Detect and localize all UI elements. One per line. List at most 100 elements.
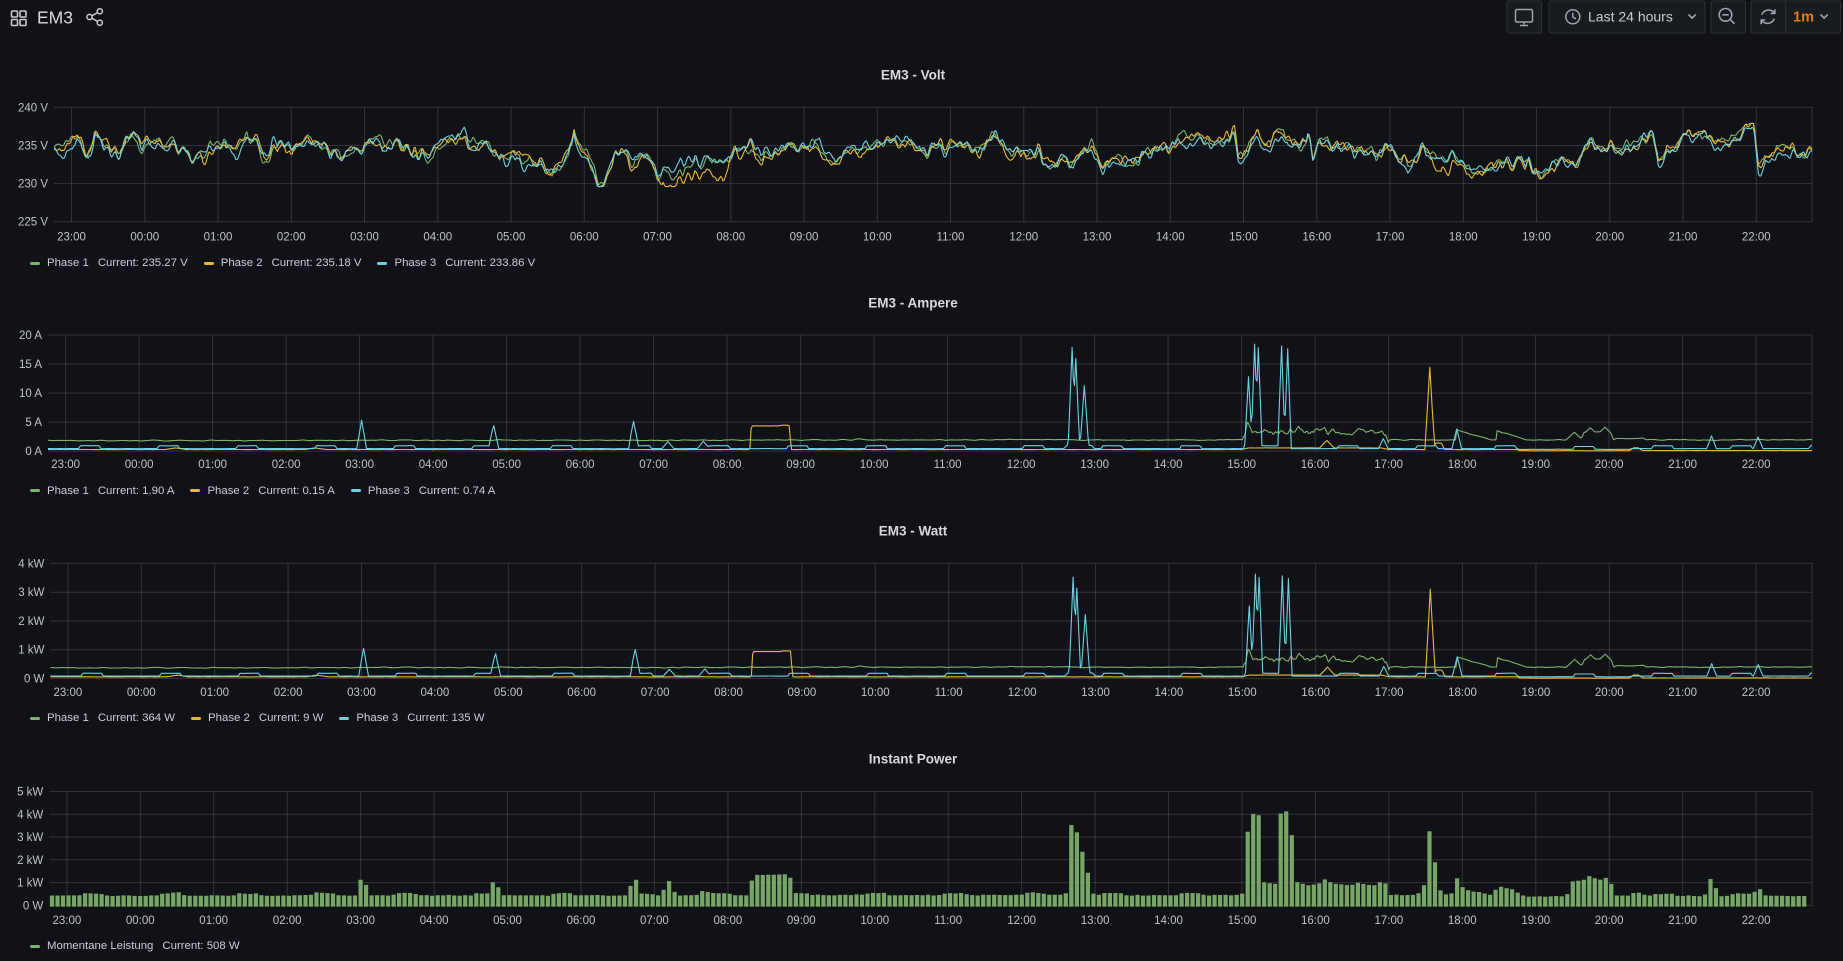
svg-text:22:00: 22:00 (1742, 687, 1771, 699)
svg-text:06:00: 06:00 (567, 687, 596, 699)
svg-text:3 kW: 3 kW (18, 587, 44, 599)
svg-text:21:00: 21:00 (1668, 915, 1697, 927)
svg-text:13:00: 13:00 (1081, 915, 1110, 927)
svg-text:06:00: 06:00 (570, 231, 599, 243)
svg-text:15:00: 15:00 (1228, 915, 1257, 927)
svg-text:21:00: 21:00 (1668, 687, 1697, 699)
svg-text:23:00: 23:00 (57, 231, 86, 243)
svg-text:1m: 1m (1793, 10, 1814, 26)
svg-text:04:00: 04:00 (419, 459, 448, 471)
svg-text:20:00: 20:00 (1595, 687, 1624, 699)
svg-text:16:00: 16:00 (1301, 915, 1330, 927)
svg-text:14:00: 14:00 (1154, 459, 1183, 471)
svg-text:21:00: 21:00 (1669, 231, 1698, 243)
svg-text:07:00: 07:00 (639, 459, 668, 471)
svg-text:11:00: 11:00 (937, 231, 965, 243)
svg-text:06:00: 06:00 (566, 459, 595, 471)
svg-text:02:00: 02:00 (274, 687, 303, 699)
svg-text:2 kW: 2 kW (17, 855, 43, 867)
svg-text:20:00: 20:00 (1595, 915, 1624, 927)
svg-text:07:00: 07:00 (641, 687, 670, 699)
svg-text:15:00: 15:00 (1228, 687, 1257, 699)
svg-text:16:00: 16:00 (1301, 459, 1330, 471)
svg-text:02:00: 02:00 (277, 231, 306, 243)
svg-text:240 V: 240 V (18, 102, 48, 114)
svg-text:19:00: 19:00 (1521, 915, 1550, 927)
svg-text:13:00: 13:00 (1083, 231, 1112, 243)
svg-text:3 kW: 3 kW (17, 832, 43, 844)
svg-text:Instant Power: Instant Power (869, 752, 958, 767)
svg-text:18:00: 18:00 (1448, 687, 1477, 699)
svg-text:11:00: 11:00 (934, 459, 962, 471)
svg-text:00:00: 00:00 (125, 459, 154, 471)
svg-text:07:00: 07:00 (640, 915, 669, 927)
svg-text:5 kW: 5 kW (17, 787, 43, 799)
svg-text:10 A: 10 A (19, 388, 42, 400)
svg-text:21:00: 21:00 (1668, 459, 1697, 471)
svg-text:12:00: 12:00 (1007, 915, 1036, 927)
svg-text:15:00: 15:00 (1229, 231, 1258, 243)
svg-text:20:00: 20:00 (1595, 231, 1624, 243)
svg-text:EM3 - Watt: EM3 - Watt (879, 524, 948, 539)
svg-text:08:00: 08:00 (713, 459, 742, 471)
svg-text:22:00: 22:00 (1742, 915, 1771, 927)
svg-text:19:00: 19:00 (1521, 459, 1550, 471)
svg-text:05:00: 05:00 (497, 231, 526, 243)
svg-text:23:00: 23:00 (54, 687, 83, 699)
svg-text:17:00: 17:00 (1375, 915, 1404, 927)
svg-text:09:00: 09:00 (786, 459, 815, 471)
svg-text:07:00: 07:00 (643, 231, 672, 243)
svg-text:15:00: 15:00 (1227, 459, 1256, 471)
svg-text:20 A: 20 A (19, 330, 42, 342)
svg-text:16:00: 16:00 (1302, 231, 1331, 243)
svg-text:17:00: 17:00 (1376, 231, 1405, 243)
svg-text:11:00: 11:00 (935, 687, 963, 699)
svg-text:0 W: 0 W (24, 674, 45, 686)
svg-text:03:00: 03:00 (345, 459, 374, 471)
svg-text:13:00: 13:00 (1081, 687, 1110, 699)
svg-text:09:00: 09:00 (788, 687, 817, 699)
svg-text:17:00: 17:00 (1374, 459, 1403, 471)
svg-text:14:00: 14:00 (1155, 687, 1184, 699)
svg-text:1 kW: 1 kW (17, 878, 43, 890)
svg-text:05:00: 05:00 (493, 915, 522, 927)
svg-text:02:00: 02:00 (272, 459, 301, 471)
svg-text:4 kW: 4 kW (17, 809, 43, 821)
svg-text:05:00: 05:00 (494, 687, 523, 699)
svg-text:11:00: 11:00 (934, 915, 962, 927)
svg-text:01:00: 01:00 (198, 459, 227, 471)
svg-text:09:00: 09:00 (787, 915, 816, 927)
svg-text:20:00: 20:00 (1595, 459, 1624, 471)
svg-text:05:00: 05:00 (492, 459, 521, 471)
svg-text:03:00: 03:00 (346, 915, 375, 927)
svg-text:01:00: 01:00 (199, 915, 228, 927)
svg-text:235 V: 235 V (18, 141, 48, 153)
svg-text:19:00: 19:00 (1522, 231, 1551, 243)
svg-text:19:00: 19:00 (1522, 687, 1551, 699)
svg-text:22:00: 22:00 (1742, 459, 1771, 471)
svg-text:10:00: 10:00 (860, 459, 889, 471)
svg-text:14:00: 14:00 (1154, 915, 1183, 927)
svg-text:EM3 - Volt: EM3 - Volt (881, 68, 946, 83)
svg-text:0 W: 0 W (23, 900, 44, 912)
svg-text:22:00: 22:00 (1742, 231, 1771, 243)
svg-text:16:00: 16:00 (1301, 687, 1330, 699)
svg-text:230 V: 230 V (18, 179, 48, 191)
svg-text:08:00: 08:00 (714, 915, 743, 927)
svg-text:18:00: 18:00 (1449, 231, 1478, 243)
svg-text:23:00: 23:00 (53, 915, 82, 927)
svg-text:03:00: 03:00 (350, 231, 379, 243)
svg-text:08:00: 08:00 (714, 687, 743, 699)
svg-text:10:00: 10:00 (860, 915, 889, 927)
svg-text:0 A: 0 A (25, 446, 42, 458)
svg-text:03:00: 03:00 (347, 687, 376, 699)
svg-text:10:00: 10:00 (863, 231, 892, 243)
svg-text:06:00: 06:00 (567, 915, 596, 927)
svg-text:09:00: 09:00 (790, 231, 819, 243)
svg-text:18:00: 18:00 (1448, 915, 1477, 927)
svg-text:01:00: 01:00 (200, 687, 229, 699)
svg-text:225 V: 225 V (18, 217, 48, 229)
svg-text:04:00: 04:00 (420, 915, 449, 927)
svg-text:00:00: 00:00 (126, 915, 155, 927)
svg-text:14:00: 14:00 (1156, 231, 1185, 243)
